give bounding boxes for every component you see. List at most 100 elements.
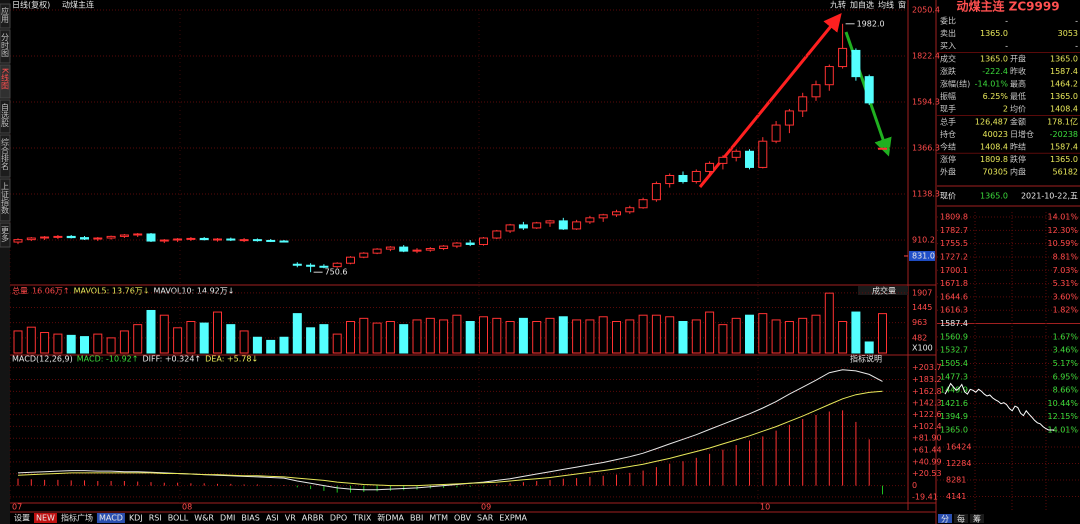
indicator-tab[interactable]: ARBR [302,514,325,523]
sidebar-tab[interactable] [0,134,11,178]
indicator-tab[interactable]: DPO [330,514,347,523]
indicator-tab[interactable]: MACD [99,514,123,523]
volume-bar [146,309,156,354]
toolbar-button[interactable]: 加自选 [850,0,874,10]
x-tick-label: 08 [182,503,192,512]
intraday-tab[interactable] [938,514,952,523]
sidebar-tab-label[interactable]: K线图 [1,68,10,90]
indicator-tab[interactable]: 指标广场 [61,513,93,523]
candle-body [505,224,515,232]
candle-body [279,240,289,243]
quote-value: 1587.4 [1050,143,1078,152]
volume-bar [159,314,169,354]
volume-bar [718,324,728,354]
macd-tick-label: +162.8 [912,387,942,396]
indicator-tab[interactable]: 新DMA [377,513,404,523]
indicator-tab[interactable]: ASI [266,514,279,523]
indicator-tab[interactable]: BOLL [168,514,189,523]
sidebar-tab-label[interactable]: 自选股 [1,102,10,128]
indicator-tab[interactable]: DMI [220,514,235,523]
intraday-pct-label: 6.95% [1053,372,1079,381]
intraday-tab-label[interactable]: 每 [957,514,965,524]
sidebar-tab-label[interactable]: 综合排名 [1,137,10,171]
intraday-price-label: 1477.3 [940,372,968,381]
intraday-line [944,382,1055,431]
candle-body [292,263,302,266]
volume-bar [479,316,488,354]
volume-bar [306,327,316,354]
sidebar-tab[interactable] [0,222,11,248]
indicator-tab[interactable]: W&R [194,514,214,523]
volume-selector-label[interactable]: 成交量 [872,286,896,296]
candle-body [385,246,395,250]
intraday-pct-label: 12.15% [1047,412,1078,421]
volume-bar [319,324,329,354]
indicator-tab[interactable]: TRIX [352,514,372,523]
macd-tick-label: -19.41 [912,492,938,501]
intraday-tab[interactable] [954,514,968,523]
indicator-tab[interactable]: RSI [149,514,162,523]
intraday-tab[interactable] [970,514,984,523]
macd-tick-label: +40.99 [912,457,942,466]
intraday-price-label: 1532.7 [940,346,968,355]
sidebar-tab-label[interactable]: 更多 [1,226,10,243]
indicator-tab[interactable]: BIAS [241,514,259,523]
indicator-tab[interactable]: VR [285,514,296,523]
dif-line [17,369,883,491]
sidebar-tab[interactable] [0,64,11,99]
sidebar-tab[interactable] [0,29,11,64]
intraday-tab-label[interactable]: 筹 [973,514,981,524]
candle-body [572,221,582,230]
volume-bar [518,317,528,354]
candle-body [625,207,635,213]
candle-body [878,147,887,150]
candle-body [412,249,422,252]
macd-tick-label: 0 [912,481,917,490]
indicator-tab[interactable]: OBV [454,514,472,523]
quote-value: 1365.0 [1050,54,1078,63]
intraday-pct-label: 1.67% [1053,332,1079,341]
volume-bar [53,333,63,354]
quote-value: 1365.0 [980,54,1008,63]
volume-bar [598,316,608,354]
volume-selector[interactable] [858,286,908,295]
sidebar-tab-label[interactable]: 分时图 [1,33,10,58]
sidebar-tab[interactable] [0,178,11,222]
quote-label: 持仓 [940,129,956,139]
toolbar-button[interactable]: 均线 [878,0,894,10]
quote-value: -222.4 [982,67,1008,76]
indicator-tab[interactable]: KDJ [129,514,143,523]
indicator-tab[interactable]: MTM [429,514,448,523]
toolbar-button[interactable]: 窗 [898,0,906,10]
volume-bar [572,319,582,354]
toolbar-button[interactable]: 九转 [830,0,846,10]
candle-body [532,222,542,229]
sidebar-tab[interactable] [0,3,11,29]
indicator-tab[interactable]: EXPMA [499,514,527,523]
intraday-tab-label[interactable]: 分 [941,515,949,524]
indicator-help[interactable]: 指标说明 [850,354,882,364]
volume-bar [771,319,781,354]
volume-bar [186,321,196,354]
quote-value: 70305 [983,168,1008,177]
volume-tick-label: 1907 [912,288,932,297]
candle-body [319,265,329,268]
volume-bar [798,317,808,354]
indicator-tab[interactable]: 设置 [14,513,30,523]
indicator-tab[interactable]: BBI [410,514,423,523]
price-label: 现价 [940,192,956,201]
quote-value: 178.1亿 [1047,116,1078,126]
indicator-tab[interactable]: NEW [36,514,55,523]
sidebar-tab-label[interactable]: 应用 [1,6,10,24]
chart-header: 日线(复权) [12,0,50,10]
sidebar-tab[interactable] [0,99,11,134]
candle-body [798,96,808,112]
quote-label: 委比 [940,16,956,26]
candle-body [133,233,143,236]
quote-label: 涨幅(结) [940,79,970,89]
volume-bar [731,317,741,354]
indicator-tab[interactable]: SAR [477,514,494,523]
x-tick-label: 07 [12,503,22,512]
quote-value: 1408.4 [1050,105,1078,114]
sidebar-tab-label[interactable]: 上证指数 [1,182,10,215]
